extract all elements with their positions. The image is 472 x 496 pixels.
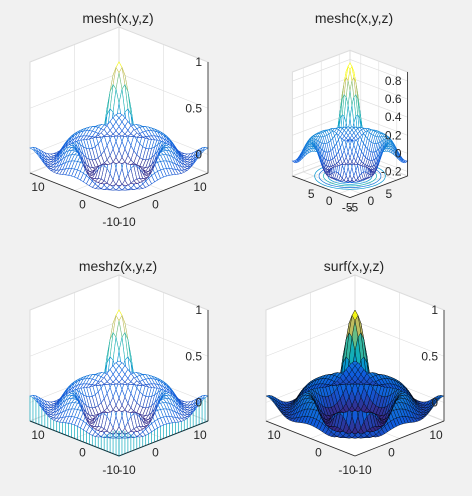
y-tick-label: -5	[347, 201, 358, 215]
x-axis-line	[292, 175, 351, 198]
z-tick-label: 0.8	[385, 74, 402, 88]
x-axis-line	[29, 172, 120, 209]
grid-line	[349, 59, 408, 82]
grid-line	[29, 320, 120, 357]
y-tick-label: 0	[367, 194, 374, 208]
grid-line	[292, 59, 351, 82]
y-axis-line	[349, 175, 408, 198]
x-tick-label: 0	[79, 198, 86, 212]
z-tick-label: -0.2	[381, 164, 402, 178]
y-tick-label: 10	[193, 180, 207, 194]
x-tick-label: 0	[79, 446, 86, 460]
x-tick-label: 10	[31, 180, 45, 194]
y-axis-line	[118, 172, 209, 209]
z-tick-label: 0	[195, 148, 202, 162]
y-tick-label: -10	[102, 215, 120, 229]
x-tick-label: 5	[308, 187, 315, 201]
x-tick-label: 0	[326, 194, 333, 208]
grid-line	[118, 274, 209, 311]
y-axis-line	[118, 420, 209, 457]
x-axis-line	[265, 420, 356, 457]
surface-face	[115, 112, 123, 119]
subplot-meshz: -10 0 10 -10 0 10 0 0.5 1 meshz(x,y,z)	[0, 248, 236, 496]
y-tick-label: -10	[102, 463, 120, 477]
subplot-mesh: -10 0 10 -10 0 10 0 0.5 1 mesh(x,y,z)	[0, 0, 236, 248]
surface-face	[325, 384, 332, 388]
surface	[29, 309, 209, 439]
mesh-plot: -10 0 10 -10 0 10 0 0.5 1	[28, 26, 210, 229]
surface-face	[351, 360, 359, 366]
y-axis-line	[354, 420, 445, 457]
y-tick-label: 0	[152, 446, 159, 460]
x-tick-label: -5	[342, 201, 353, 215]
z-tick-label: 1	[195, 303, 202, 317]
z-tick-label: 0.2	[385, 128, 402, 142]
grid-line	[29, 274, 120, 311]
z-tick-label: 0	[431, 396, 438, 410]
z-tick-label: 0.4	[385, 110, 402, 124]
surface-face	[378, 384, 385, 388]
surface	[29, 61, 209, 191]
y-tick-label: 10	[429, 428, 443, 442]
z-tick-label: 1	[195, 55, 202, 69]
x-tick-label: 0	[315, 446, 322, 460]
x-axis-line	[29, 420, 120, 457]
grid-line	[354, 274, 445, 311]
x-tick-label: -10	[118, 463, 136, 477]
z-tick-label: 0.6	[385, 92, 402, 106]
z-tick-label: 0.5	[185, 349, 202, 363]
z-tick-label: 0.5	[185, 101, 202, 115]
grid-line	[292, 95, 351, 118]
y-tick-label: 10	[193, 428, 207, 442]
grid-line	[265, 320, 356, 357]
subplot-title: surf(x,y,z)	[323, 258, 385, 274]
surf-plot: -10 0 10 -10 0 10 0 0.5 1	[264, 274, 446, 477]
grid-line	[118, 26, 209, 63]
subplot-title: mesh(x,y,z)	[82, 10, 154, 26]
grid-line	[349, 77, 408, 100]
subplot-title: meshz(x,y,z)	[78, 258, 158, 274]
z-tick-label: 0	[395, 146, 402, 160]
z-tick-label: 1	[431, 303, 438, 317]
y-tick-label: -10	[338, 463, 356, 477]
grid-line	[265, 274, 356, 311]
surface-face	[347, 139, 353, 142]
x-tick-label: -10	[118, 215, 136, 229]
surface	[265, 309, 445, 439]
grid-line	[118, 320, 209, 357]
y-tick-label: 5	[385, 187, 392, 201]
subplot-surf: -10 0 10 -10 0 10 0 0.5 1 surf(x,y,z)	[236, 248, 472, 496]
grid-line	[29, 26, 120, 63]
y-tick-label: 0	[152, 198, 159, 212]
grid-line	[354, 320, 445, 357]
subplot-title: meshc(x,y,z)	[314, 10, 394, 26]
grid-line	[292, 77, 351, 100]
z-tick-label: 0	[195, 396, 202, 410]
x-tick-label: -10	[354, 463, 372, 477]
meshc-plot: -505-5 0 5-0.200.20.40.60.8	[290, 49, 410, 215]
surface	[291, 62, 409, 183]
y-tick-label: 0	[388, 446, 395, 460]
grid-line	[118, 72, 209, 109]
grid-line	[29, 72, 120, 109]
x-tick-label: 10	[31, 428, 45, 442]
z-tick-label: 0.5	[421, 349, 438, 363]
meshz-plot: -10 0 10 -10 0 10 0 0.5 1	[28, 274, 210, 477]
surface-face	[115, 360, 123, 367]
subplot-meshc: -5 0 5 -5 0 5 -0.2 0 0.2 0.4 0.6 0.8 meshc(x,y,z)	[236, 0, 472, 248]
grid-line	[303, 171, 361, 194]
grid-line	[349, 95, 408, 118]
x-tick-label: 10	[267, 428, 281, 442]
